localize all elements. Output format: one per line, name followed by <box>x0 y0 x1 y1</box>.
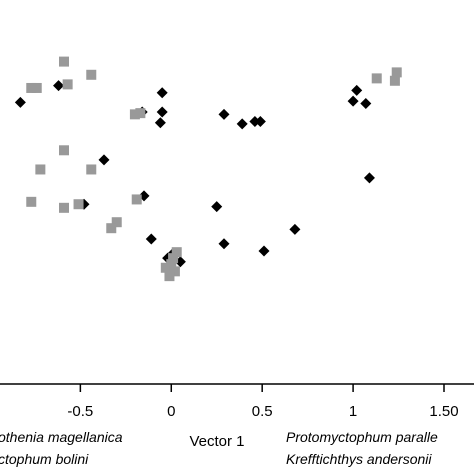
legend-entry-label: Krefftichthys andersonii <box>286 451 432 467</box>
diamond-point-12 <box>360 98 372 110</box>
diamond-point-11 <box>347 95 359 107</box>
square-point-2 <box>62 79 73 90</box>
square-point-13 <box>73 199 84 210</box>
legend: othenia magellanica ctophum bolini Protomy… <box>0 429 438 467</box>
square-point-0 <box>59 56 69 67</box>
diamond-point-3 <box>156 87 168 99</box>
diamond-point-20 <box>218 238 230 250</box>
x-axis-title: Vector 1 <box>189 433 244 450</box>
legend-entry-label: Protomyctophum paralle <box>286 429 438 445</box>
diamond-point-14 <box>363 172 375 184</box>
x-tick-label: 0 <box>167 403 175 420</box>
diamond-point-13 <box>98 154 110 166</box>
square-point-11 <box>26 196 37 207</box>
square-point-7 <box>59 145 69 156</box>
diamond-point-1 <box>53 80 65 92</box>
x-tick-label: -0.5 <box>67 403 93 420</box>
square-point-20 <box>171 247 182 258</box>
diamond-point-4 <box>156 106 168 118</box>
square-point-24 <box>169 266 180 277</box>
square-point-25 <box>164 271 175 282</box>
diamond-point-19 <box>145 233 157 245</box>
square-point-14 <box>131 194 142 205</box>
legend-entry-label: ctophum bolini <box>0 451 89 467</box>
diamond-point-6 <box>218 108 230 120</box>
data-points <box>14 56 402 282</box>
square-point-8 <box>35 164 46 175</box>
x-tick-label: 1.50 <box>429 403 458 420</box>
x-tick-label: 0.5 <box>252 403 273 420</box>
square-point-9 <box>86 164 97 175</box>
square-point-19 <box>389 75 400 86</box>
diamond-point-21 <box>258 245 270 257</box>
square-point-17 <box>371 73 382 84</box>
diamond-point-9 <box>254 116 266 128</box>
diamond-point-0 <box>14 96 26 108</box>
diamond-point-7 <box>236 118 248 130</box>
diamond-point-10 <box>351 84 363 96</box>
diamond-point-5 <box>154 117 166 129</box>
square-point-23 <box>160 262 171 273</box>
legend-entry-label: othenia magellanica <box>0 429 123 445</box>
square-point-4 <box>26 82 37 93</box>
square-point-5 <box>135 108 146 119</box>
square-point-22 <box>166 259 177 270</box>
x-tick-label: 1 <box>349 403 357 420</box>
square-point-12 <box>59 202 69 213</box>
square-point-15 <box>111 217 122 228</box>
square-point-1 <box>86 69 97 80</box>
square-point-3 <box>31 82 42 93</box>
diamond-point-17 <box>211 201 223 213</box>
x-axis-ticks: -1-0.500.511.50 <box>67 384 459 420</box>
square-point-18 <box>391 67 402 78</box>
square-point-6 <box>129 109 140 120</box>
diamond-point-18 <box>289 223 301 235</box>
square-point-16 <box>106 223 117 234</box>
square-point-21 <box>168 253 179 264</box>
